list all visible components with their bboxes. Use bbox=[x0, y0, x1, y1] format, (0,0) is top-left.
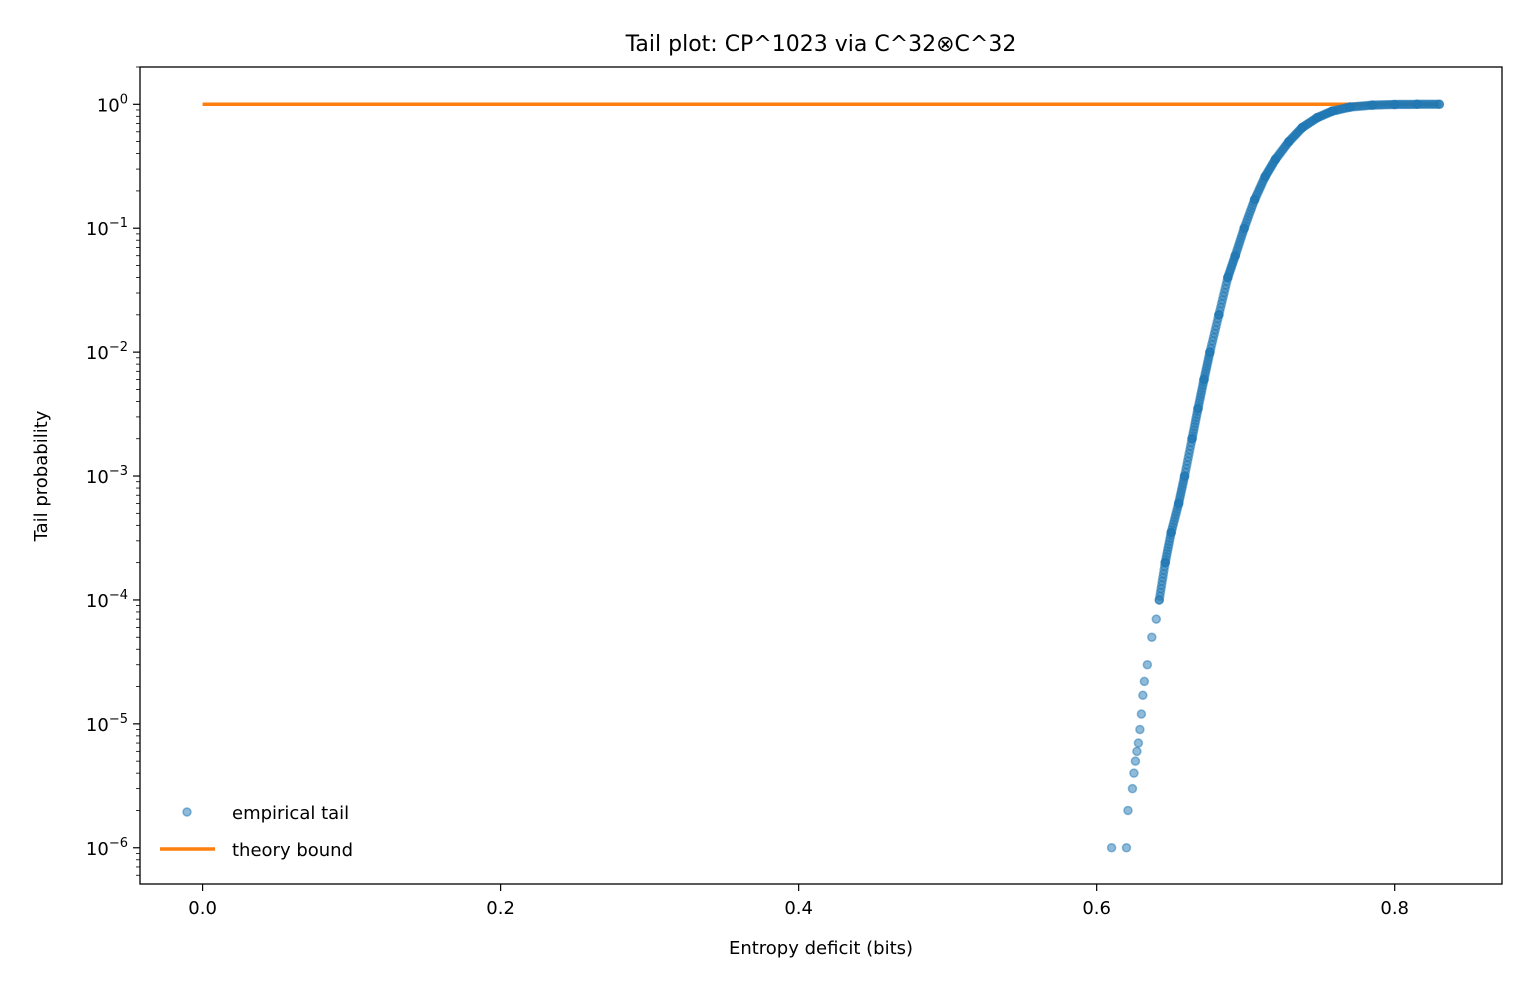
empirical-tail-point bbox=[1138, 690, 1148, 701]
empirical-tail-point bbox=[1133, 738, 1144, 748]
plot-frame bbox=[139, 66, 1503, 885]
legend-label-empirical: empirical tail bbox=[232, 803, 349, 824]
empirical-tail-point bbox=[1434, 99, 1445, 110]
empirical-tail-point bbox=[1129, 768, 1139, 778]
empirical-tail-point bbox=[1389, 99, 1400, 110]
empirical-tail-point bbox=[1130, 756, 1141, 766]
empirical-tail-point bbox=[1160, 557, 1170, 568]
empirical-tail-point bbox=[1123, 805, 1133, 816]
chart-title: Tail plot: CP^1023 via C^32⊗C^32 bbox=[625, 32, 1017, 57]
empirical-tail-point bbox=[1166, 527, 1176, 538]
empirical-tail-point bbox=[1223, 272, 1233, 283]
empirical-tail-point bbox=[1173, 498, 1184, 509]
empirical-tail-point bbox=[1270, 154, 1281, 165]
empirical-tail-point bbox=[1121, 843, 1132, 853]
empirical-tail-point bbox=[1106, 843, 1117, 853]
empirical-tail-point bbox=[1327, 106, 1337, 116]
y-tick-label: 10−3 bbox=[86, 464, 128, 488]
y-tick-label: 10−5 bbox=[86, 712, 128, 736]
legend-marker-empirical bbox=[182, 807, 192, 817]
y-tick-label: 10−6 bbox=[86, 836, 128, 860]
legend-label-theory: theory bound bbox=[232, 840, 353, 861]
empirical-tail-point bbox=[1312, 112, 1322, 123]
empirical-tail-point bbox=[1239, 223, 1249, 233]
empirical-tail-point bbox=[1345, 102, 1355, 112]
empirical-tail-point bbox=[1135, 724, 1145, 735]
empirical-tail-point bbox=[1205, 347, 1215, 357]
empirical-tail-point bbox=[1230, 250, 1241, 261]
empirical-tail-point bbox=[1136, 709, 1147, 719]
empirical-tail-point bbox=[1127, 783, 1138, 794]
empirical-tail-point bbox=[1249, 194, 1260, 205]
empirical-tail-point bbox=[1179, 471, 1190, 481]
empirical-tail-point bbox=[1187, 433, 1197, 444]
legend: empirical tail theory bound bbox=[160, 803, 353, 861]
x-tick-label: 0.4 bbox=[784, 898, 813, 919]
empirical-tail-point bbox=[1142, 659, 1153, 670]
y-tick-label: 10−2 bbox=[86, 340, 128, 364]
empirical-tail-point bbox=[1193, 403, 1203, 414]
x-tick-label: 0.0 bbox=[188, 898, 217, 919]
x-tick-label: 0.8 bbox=[1380, 898, 1409, 919]
empirical-tail-point bbox=[1147, 632, 1157, 642]
empirical-tail-point bbox=[1154, 595, 1165, 605]
empirical-tail-point bbox=[1151, 614, 1162, 624]
y-tick-label: 10−4 bbox=[86, 588, 128, 612]
y-tick-label: 10−1 bbox=[86, 216, 128, 240]
y-axis-label: Tail probability bbox=[31, 410, 52, 542]
x-tick-label: 0.6 bbox=[1082, 898, 1111, 919]
empirical-tail-point bbox=[1412, 99, 1422, 110]
y-tick-label: 100 bbox=[97, 92, 128, 116]
empirical-tail-point bbox=[1214, 310, 1224, 320]
x-tick-label: 0.2 bbox=[486, 898, 515, 919]
empirical-tail-point bbox=[1132, 746, 1142, 757]
empirical-tail-point bbox=[1260, 172, 1270, 182]
empirical-tail-point bbox=[1367, 100, 1378, 110]
empirical-tail-point bbox=[1199, 374, 1209, 385]
empirical-tail-point bbox=[1297, 122, 1308, 133]
x-axis-label: Entropy deficit (bits) bbox=[729, 938, 913, 959]
empirical-tail-point bbox=[1284, 136, 1294, 147]
empirical-tail-point bbox=[1139, 676, 1150, 687]
